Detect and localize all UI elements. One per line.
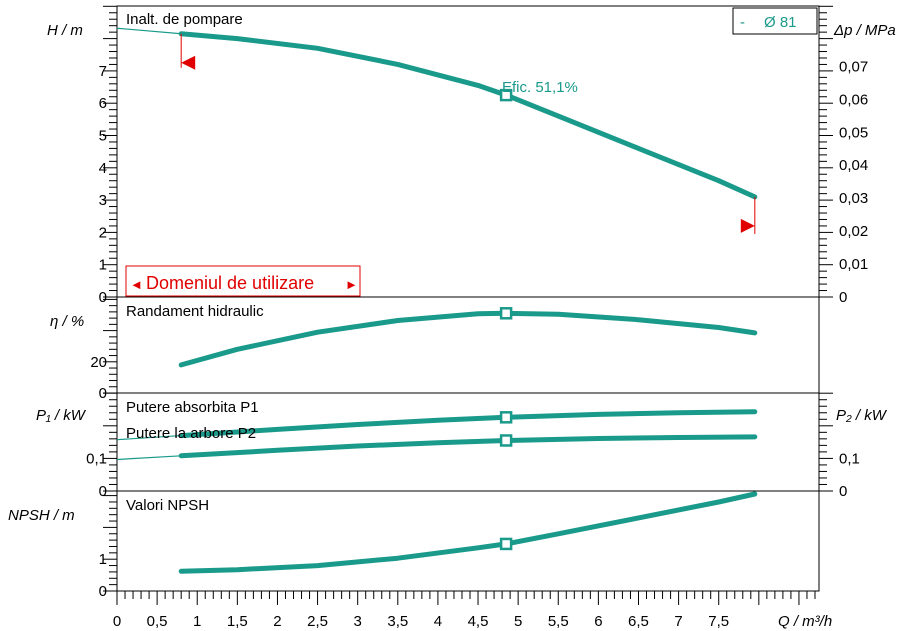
x-tick-label: 1: [193, 613, 201, 630]
x-tick-label: 3: [354, 613, 362, 630]
y-tick-label-left: 0: [99, 583, 107, 600]
p1-curve: [178, 409, 758, 439]
legend-dash: -: [740, 14, 745, 31]
y-tick-label-right: 0,04: [839, 157, 868, 174]
x-tick-label: 4: [434, 613, 442, 630]
y-tick-label-right: 0: [839, 289, 847, 306]
usage-range-frame: [125, 265, 361, 297]
x-tick-label: 6,5: [628, 613, 649, 630]
legend-diameter: Ø 81: [764, 14, 797, 31]
usage-range-label: Domeniul de utilizare: [146, 273, 314, 293]
tick-marks: [103, 5, 833, 605]
head-curve: [178, 31, 758, 200]
y-tick-label-right: 0,02: [839, 223, 868, 240]
operating-point-markers: [499, 88, 513, 551]
x-tick-label: 7,5: [708, 613, 729, 630]
efficiency-annotation: Efic. 51,1%: [502, 79, 578, 96]
x-tick-label: 5: [514, 613, 522, 630]
x-tick-label: 0,5: [147, 613, 168, 630]
p1-operating-point: [499, 411, 513, 424]
x-tick-label: 7: [674, 613, 682, 630]
npsh-curve: [178, 491, 758, 574]
y-tick-label-right: 0,05: [839, 124, 868, 141]
y-tick-label-left: 5: [99, 128, 107, 145]
head-curve-extension: [116, 27, 182, 35]
y-tick-label-right: 0: [839, 483, 847, 500]
y-tick-label-left: 4: [99, 160, 107, 177]
y-tick-label-left: 1: [99, 551, 107, 568]
p2-curve-extension: [116, 455, 182, 461]
x-tick-label: 3,5: [387, 613, 408, 630]
y-tick-label-left: 0,1: [86, 450, 107, 467]
y-tick-label-left: 6: [99, 95, 107, 112]
y-tick-label-left: 0: [99, 385, 107, 402]
head-operating-point: [499, 88, 513, 102]
tick-labels: 0 0,5 1 1,5 2 2,5 3 3,5 4 4,5 5 5,5 6 6,5 7 7,5 0 1 2 3 4 5 6 7…: [86, 58, 868, 630]
x-tick-label: 6: [594, 613, 602, 630]
max-limit-flag: [740, 218, 755, 233]
x-tick-label: 0: [113, 613, 121, 630]
usage-range-right-arrow: ►: [345, 277, 358, 292]
p2-operating-point: [499, 434, 513, 447]
y-tick-label-left: 2: [99, 224, 107, 241]
chart-frames: [116, 5, 820, 592]
efficiency-curve: [178, 310, 758, 368]
usage-range-left-arrow: ◄: [130, 277, 143, 292]
curves: [116, 27, 758, 574]
usage-range-box: ◄ Domeniul de utilizare ►: [125, 265, 361, 297]
flow-axis-label: Q / m³/h: [778, 613, 832, 630]
p1-axis-label: P₁ / kW: [36, 407, 87, 424]
efficiency-panel-title: Randament hidraulic: [126, 303, 264, 320]
min-limit-flag: [181, 55, 196, 70]
head-axis-label: H / m: [47, 22, 83, 39]
y-tick-label-right: 0,03: [839, 190, 868, 207]
efficiency-axis-label: η / %: [50, 313, 84, 330]
y-tick-label-left: 3: [99, 192, 107, 209]
p2-axis-label: P₂ / kW: [836, 407, 888, 424]
npsh-axis-label: NPSH / m: [8, 507, 75, 524]
p2-curve: [178, 434, 758, 459]
y-tick-label-left: 1: [99, 257, 107, 274]
x-tick-label: 5,5: [548, 613, 569, 630]
y-tick-label-right: 0,1: [839, 450, 860, 467]
y-tick-label-right: 0,01: [839, 256, 868, 273]
p2-panel-title: Putere la arbore P2: [126, 425, 256, 442]
y-tick-label-right: 0,07: [839, 58, 868, 75]
p1-panel-title: Putere absorbita P1: [126, 399, 259, 416]
plot-frame: [116, 5, 820, 592]
x-tick-label: 2: [273, 613, 281, 630]
y-tick-label-left: 20: [90, 354, 107, 371]
y-tick-label-left: 0: [99, 483, 107, 500]
pressure-axis-label: Δp / MPa: [833, 22, 896, 39]
p1-curve-extension: [116, 434, 182, 441]
usage-limits: [180, 33, 756, 234]
y-tick-label-right: 0,06: [839, 91, 868, 108]
y-tick-label-left: 0: [99, 289, 107, 306]
head-panel-title: Inalt. de pompare: [126, 11, 243, 28]
npsh-panel-title: Valori NPSH: [126, 497, 209, 514]
x-tick-label: 4,5: [468, 613, 489, 630]
npsh-operating-point: [499, 537, 513, 551]
x-tick-label: 2,5: [307, 613, 328, 630]
legend-box: [732, 7, 818, 35]
y-tick-label-left: 7: [99, 63, 107, 80]
efficiency-operating-point: [499, 307, 513, 320]
x-tick-label: 1,5: [227, 613, 248, 630]
